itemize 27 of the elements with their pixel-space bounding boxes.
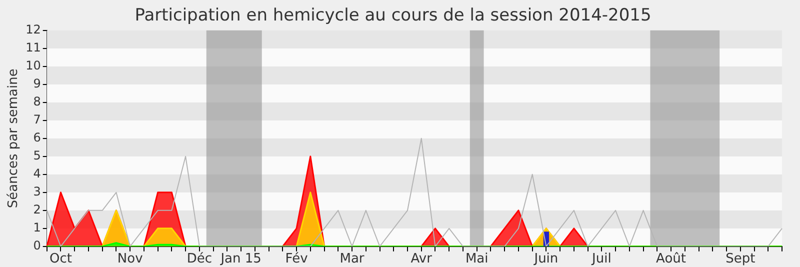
x-tick-label: Avr — [410, 252, 433, 267]
y-tick-label: 10 — [26, 58, 41, 73]
x-tick-label: Nov — [117, 252, 144, 267]
y-tick-label: 4 — [33, 166, 41, 181]
x-tick-label: Août — [656, 252, 686, 267]
y-tick-label: 9 — [33, 76, 41, 91]
y-tick-label: 8 — [33, 94, 41, 109]
x-tick-label: Mar — [340, 252, 365, 267]
x-tick-label: Fév — [285, 252, 308, 267]
x-tick-label: Jan 15 — [220, 252, 262, 267]
x-tick-label: Mai — [465, 252, 488, 267]
y-tick-label: 11 — [26, 40, 41, 55]
y-tick-label: 3 — [33, 184, 41, 199]
y-tick-label: 12 — [26, 22, 41, 37]
y-tick-label: 7 — [33, 112, 41, 127]
y-tick-label: 0 — [33, 238, 41, 253]
y-axis-title: Séances par semaine — [6, 68, 22, 208]
x-tick-label: Oct — [50, 252, 72, 267]
y-tick-label: 2 — [33, 202, 41, 217]
x-tick-label: Juin — [533, 252, 558, 267]
x-tick-label: Sept — [726, 252, 756, 267]
y-tick-label: 5 — [33, 148, 41, 163]
chart-title: Participation en hemicycle au cours de la session 2014-2015 — [134, 6, 652, 26]
y-tick-label: 6 — [33, 130, 41, 145]
y-tick-label: 1 — [33, 220, 41, 235]
x-tick-label: Juil — [591, 252, 612, 267]
x-tick-label: Déc — [186, 252, 212, 267]
